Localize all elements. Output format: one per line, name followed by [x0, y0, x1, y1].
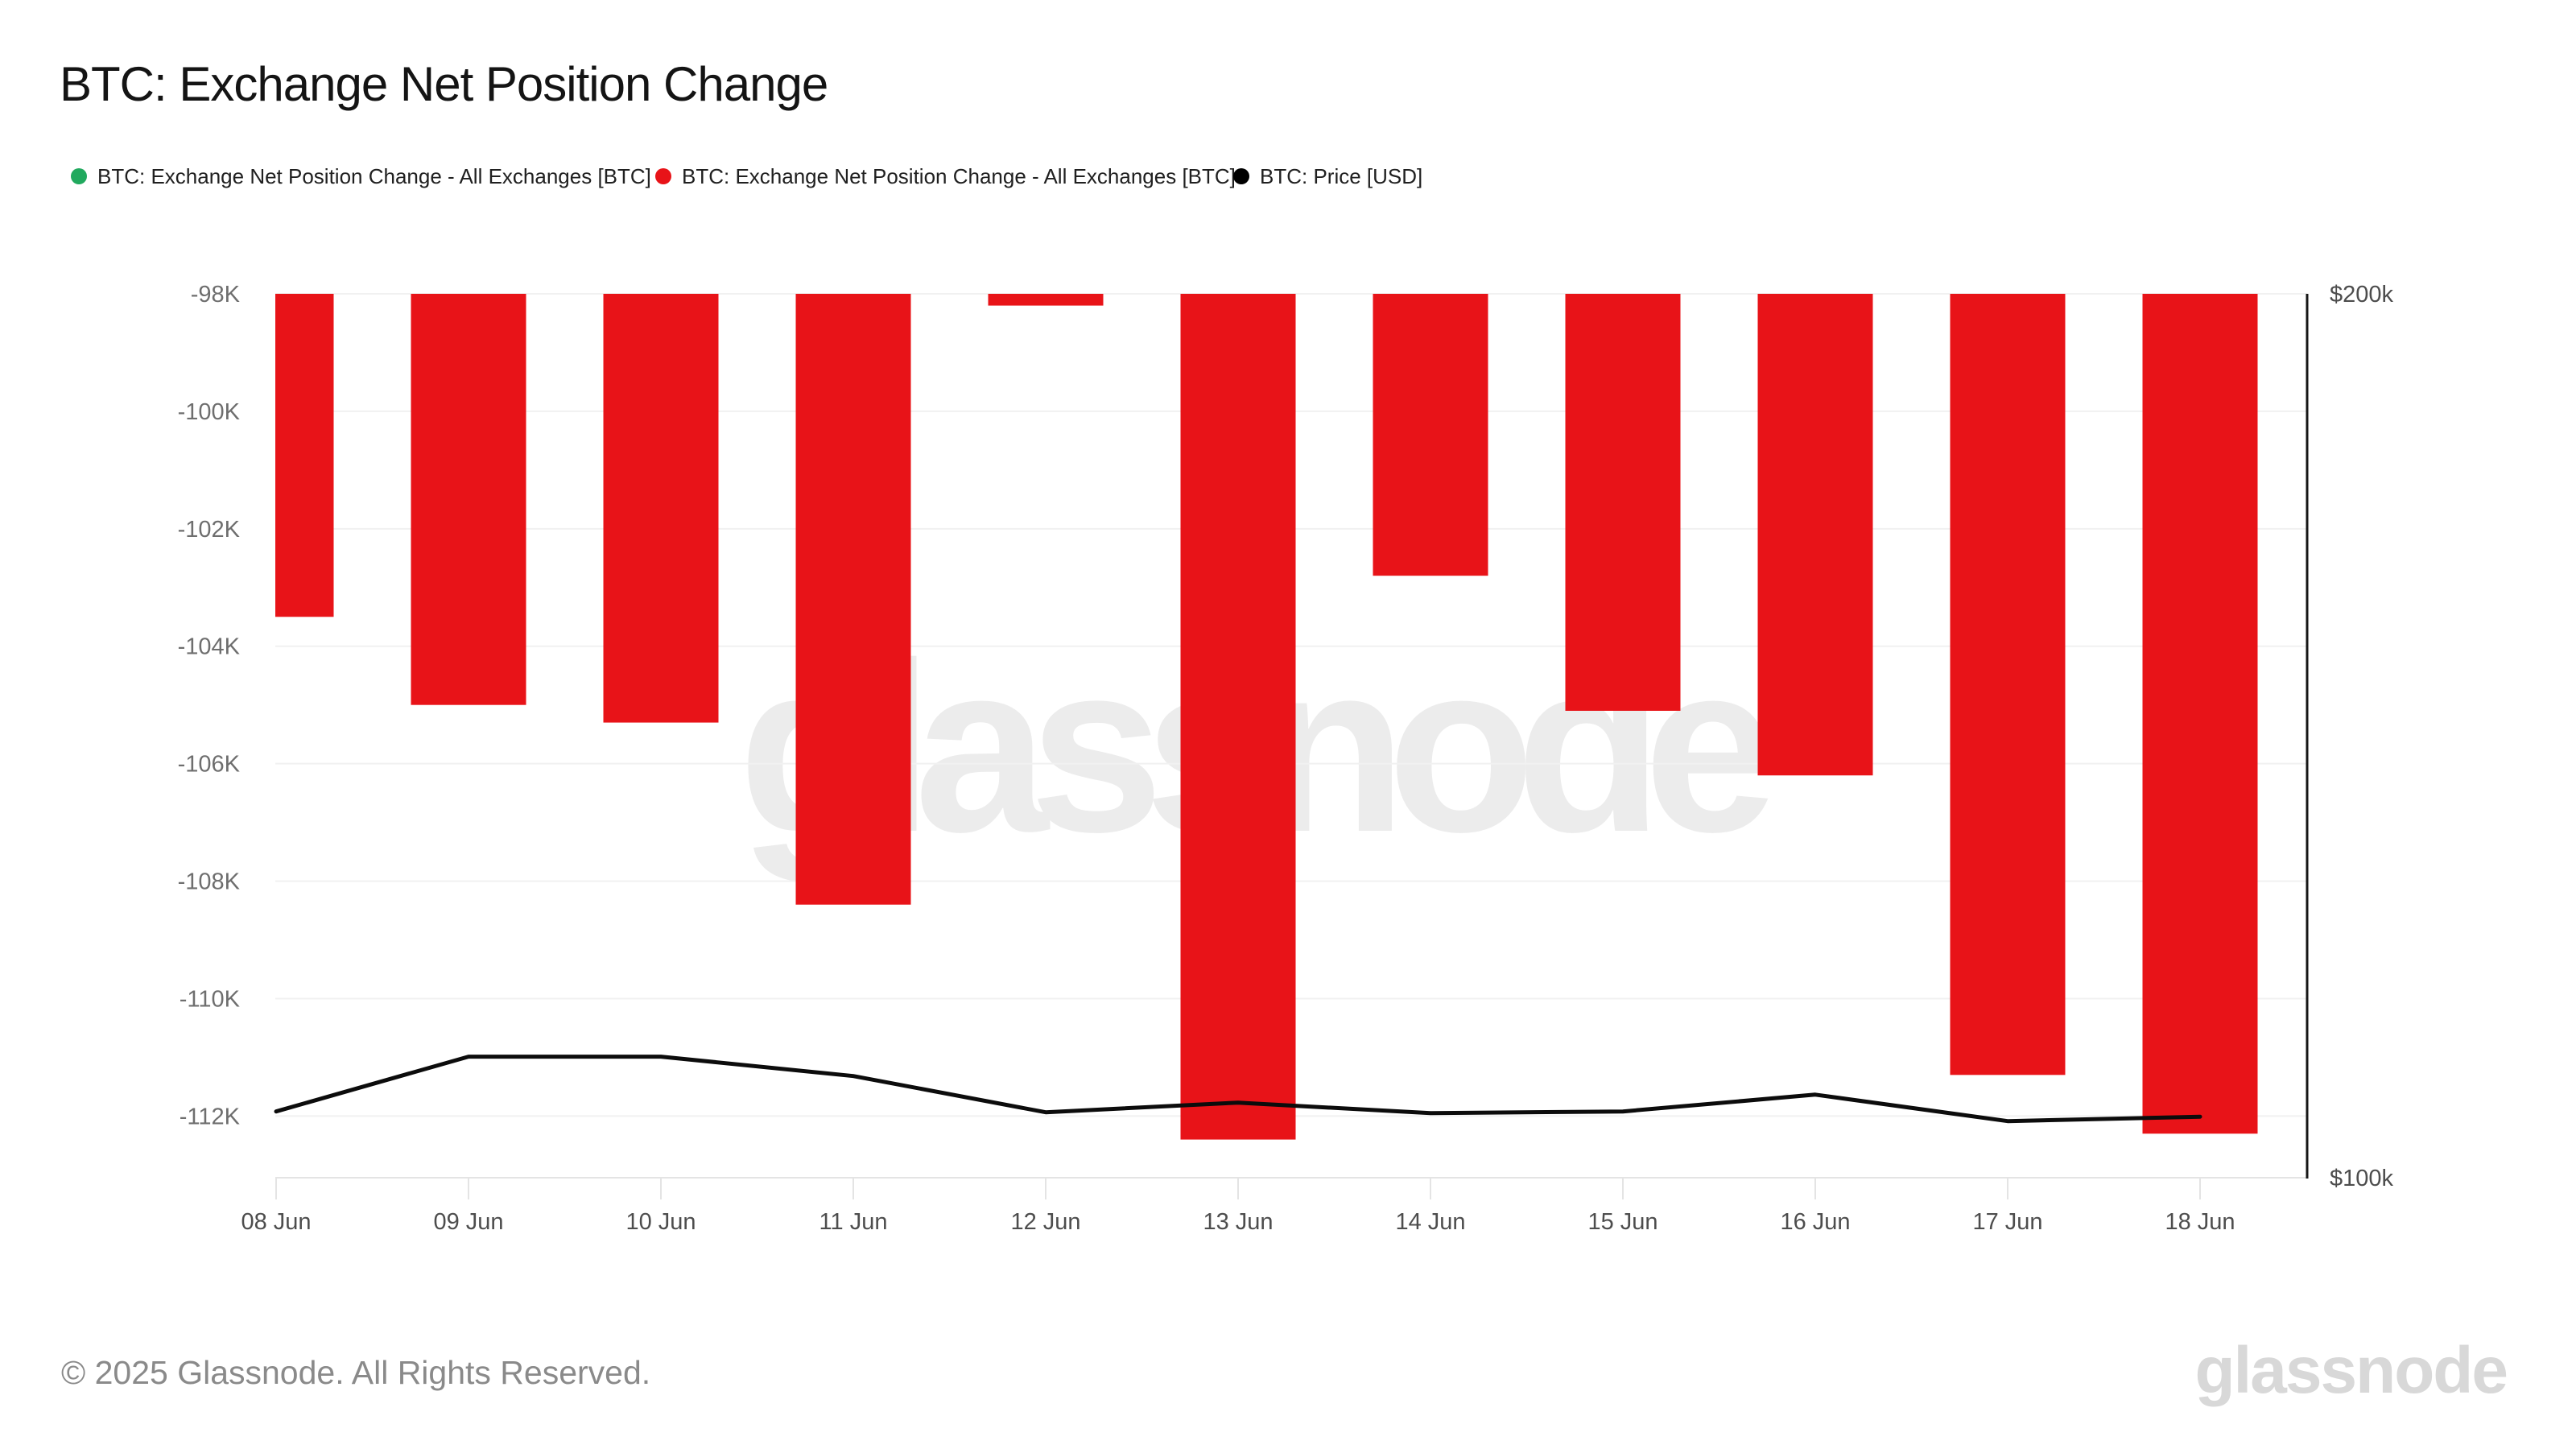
net-change-bar-11-jun[interactable]	[795, 294, 911, 905]
legend-marker-dot	[71, 168, 87, 184]
price-axis-label: $200k	[2330, 282, 2394, 308]
y-axis-label: -98K	[191, 282, 241, 308]
x-axis-label: 14 Jun	[1395, 1209, 1465, 1235]
y-axis-label: -102K	[178, 517, 241, 543]
price-line[interactable]	[274, 1055, 2202, 1124]
y-axis-label: -110K	[180, 986, 241, 1012]
copyright-text: © 2025 Glassnode. All Rights Reserved.	[61, 1354, 651, 1391]
x-axis-label: 18 Jun	[2165, 1209, 2235, 1235]
y-axis-label: -104K	[178, 634, 241, 660]
x-axis-label: 10 Jun	[625, 1209, 696, 1235]
net-change-bar-16-jun[interactable]	[1757, 294, 1873, 776]
net-change-bar-09-jun[interactable]	[411, 294, 526, 705]
x-axis-label: 12 Jun	[1010, 1209, 1080, 1235]
x-axis-label: 15 Jun	[1587, 1209, 1657, 1235]
legend-item-label: BTC: Price [USD]	[1260, 163, 1423, 188]
y-axis-label: -100K	[178, 399, 241, 425]
x-axis-label: 08 Jun	[241, 1209, 311, 1235]
x-axis-label: 11 Jun	[819, 1209, 888, 1235]
y-axis-label: -112K	[180, 1104, 241, 1129]
y-axis-label: -106K	[178, 752, 241, 778]
net-change-bar-15-jun[interactable]	[1565, 294, 1681, 711]
legend-item-label: BTC: Exchange Net Position Change - All …	[97, 163, 651, 188]
x-axis-label: 17 Jun	[1972, 1209, 2042, 1235]
net-change-bar-13-jun[interactable]	[1180, 294, 1296, 1140]
net-change-bar-08-jun[interactable]	[275, 294, 334, 617]
net-change-bar-10-jun[interactable]	[603, 294, 719, 723]
x-axis-label: 09 Jun	[433, 1209, 503, 1235]
page-title: BTC: Exchange Net Position Change	[60, 57, 828, 111]
net-change-bar-18-jun[interactable]	[2142, 294, 2258, 1134]
legend: BTC: Exchange Net Position Change - All …	[0, 163, 2576, 190]
y-axis-label: -108K	[178, 869, 241, 895]
price-axis-label: $100k	[2330, 1166, 2394, 1191]
legend-item-2[interactable]: BTC: Price [USD]	[1233, 163, 1422, 190]
legend-item-0[interactable]: BTC: Exchange Net Position Change - All …	[71, 163, 651, 190]
x-axis-label: 13 Jun	[1203, 1209, 1273, 1235]
x-axis-label: 16 Jun	[1780, 1209, 1850, 1235]
legend-item-1[interactable]: BTC: Exchange Net Position Change - All …	[655, 163, 1236, 190]
glassnode-logo: glassnode	[2194, 1334, 2508, 1407]
legend-marker-dot	[655, 168, 671, 184]
net-change-bar-12-jun[interactable]	[988, 294, 1104, 306]
net-change-bar-14-jun[interactable]	[1373, 294, 1488, 576]
legend-item-label: BTC: Exchange Net Position Change - All …	[682, 163, 1236, 188]
legend-marker-dot	[1233, 168, 1249, 184]
net-change-bar-17-jun[interactable]	[1950, 294, 2066, 1075]
